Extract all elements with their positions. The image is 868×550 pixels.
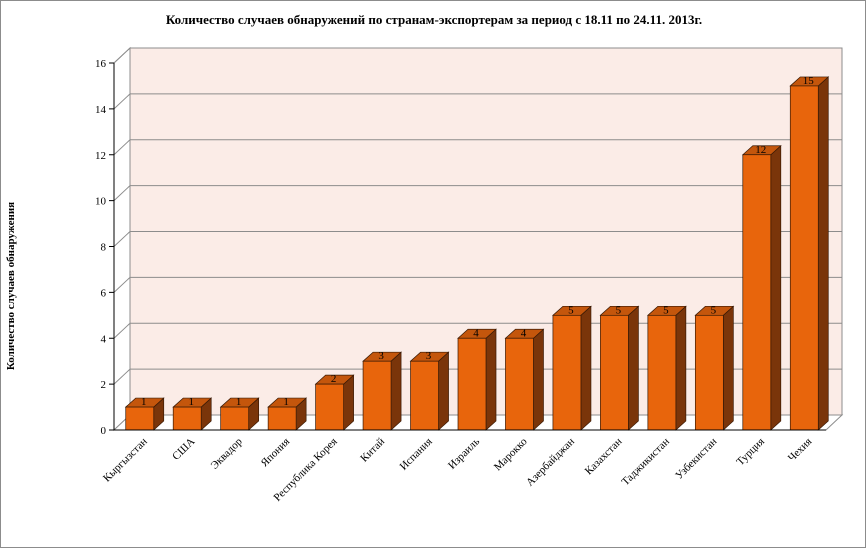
data-label: 5 [711, 304, 717, 316]
bar-front [315, 383, 344, 431]
x-tick-label: Таджикистан [619, 436, 672, 489]
bar [741, 144, 782, 431]
gridline [113, 276, 842, 293]
gridline [113, 139, 842, 156]
data-label: 1 [188, 396, 194, 408]
data-label: 4 [473, 327, 479, 339]
x-tick-label: Казахстан [583, 436, 625, 478]
bar-front [789, 85, 819, 431]
x-tick-label: Китай [358, 436, 387, 465]
data-label: 1 [283, 396, 289, 408]
bar [314, 374, 355, 431]
data-label: 15 [803, 75, 815, 87]
bar [599, 305, 640, 431]
y-tick-label: 12 [95, 150, 106, 162]
y-tick-label: 10 [95, 196, 107, 208]
bar-side [438, 351, 449, 431]
bar [457, 328, 497, 431]
data-label: 3 [426, 350, 432, 362]
bar-front [742, 154, 772, 431]
x-tick-label: Марокко [492, 435, 530, 473]
data-label: 5 [616, 304, 622, 316]
gridline [113, 231, 842, 247]
y-tick-label: 0 [101, 425, 107, 437]
bar-front [457, 337, 487, 431]
bar-side [722, 305, 734, 431]
bar-front [220, 406, 250, 431]
bar-side [485, 328, 497, 431]
bar [267, 397, 308, 431]
chart-title: Количество случаев обнаружений по страна… [165, 12, 703, 27]
data-label: 4 [521, 327, 527, 339]
y-tick-label: 14 [95, 104, 107, 116]
bar-side [533, 328, 544, 431]
x-tick-label: Азербайджан [524, 436, 577, 489]
bar-side [580, 305, 592, 431]
bar-side [675, 305, 687, 431]
y-tick-label: 8 [101, 242, 107, 254]
y-tick-label: 4 [101, 333, 107, 345]
bar-front [125, 406, 155, 431]
bar-side [770, 144, 782, 431]
x-tick-label: Узбекистан [673, 436, 719, 482]
x-tick-label: Турция [734, 436, 767, 469]
gridline [113, 47, 842, 64]
bar [646, 305, 687, 431]
x-tick-label: Испания [398, 436, 435, 473]
bar-front [647, 314, 677, 431]
data-label: 1 [141, 396, 147, 408]
bar [789, 76, 830, 431]
x-tick-label: Израиль [446, 436, 482, 472]
bar-side [628, 305, 639, 431]
y-tick-label: 2 [101, 379, 107, 391]
bar-side [343, 374, 354, 431]
data-label: 3 [378, 350, 384, 362]
x-tick-label: США [170, 436, 197, 463]
data-label: 5 [663, 304, 669, 316]
x-tick-label: Эквадор [209, 435, 246, 472]
y-tick-label: 16 [95, 58, 107, 70]
bar [552, 305, 592, 431]
bar [362, 351, 402, 431]
data-label: 12 [755, 144, 766, 156]
bar-front [505, 337, 534, 431]
x-tick-label: Чехия [786, 436, 815, 465]
data-label: 5 [568, 304, 574, 316]
x-tick-label: Кыргызстан [101, 436, 150, 485]
bar-front [410, 360, 439, 431]
bar-front [552, 314, 582, 431]
bar [172, 397, 213, 431]
gridline [113, 93, 842, 110]
bar-front [172, 406, 202, 431]
bar-side [817, 76, 829, 431]
bar-front [362, 360, 392, 431]
bar [504, 328, 545, 431]
bar-front [600, 314, 629, 431]
bar [409, 351, 450, 431]
x-tick-label: Япония [259, 436, 293, 470]
bar [694, 305, 735, 431]
bar [124, 397, 165, 431]
bar-front [694, 314, 724, 431]
data-label: 1 [236, 396, 242, 408]
gridline [113, 185, 842, 201]
y-tick-label: 6 [101, 287, 107, 299]
data-label: 2 [331, 373, 337, 385]
bar-front [267, 406, 297, 431]
bar-side [390, 351, 402, 431]
